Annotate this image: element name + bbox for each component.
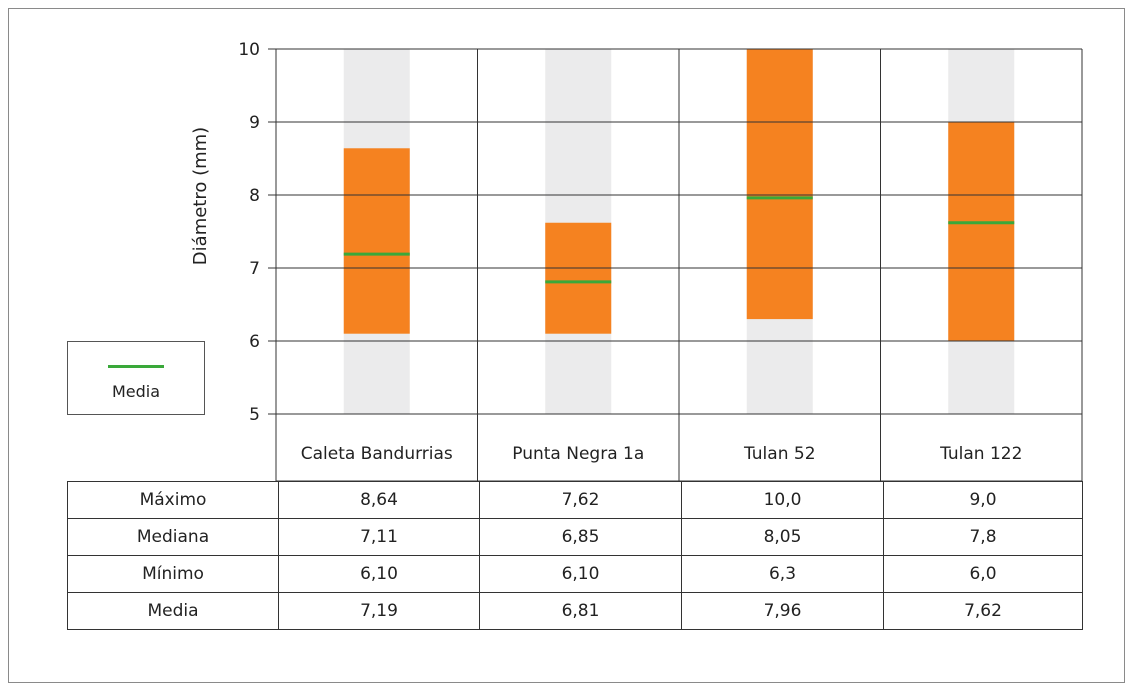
- row-label: Mediana: [67, 518, 279, 556]
- table-cell: 7,96: [681, 592, 884, 630]
- table-cell: 7,8: [883, 518, 1083, 556]
- figure-frame: [8, 8, 1125, 683]
- row-label: Media: [67, 592, 279, 630]
- table-cell: 7,11: [278, 518, 480, 556]
- table-cell: 6,10: [479, 555, 682, 593]
- legend-mean-label: Media: [111, 382, 161, 401]
- legend: Media: [67, 341, 205, 415]
- table-cell: 7,62: [883, 592, 1083, 630]
- range-bar-0: [343, 148, 410, 334]
- range-bar-1: [545, 222, 612, 334]
- category-label-1: Punta Negra 1a: [512, 444, 644, 464]
- table-row: Mediana 7,11 6,85 8,05 7,8: [67, 518, 1083, 556]
- range-bar-2: [746, 49, 813, 320]
- y-tick-label-1: 6: [249, 332, 260, 352]
- category-label-2: Tulan 52: [743, 444, 816, 464]
- y-tick-label-5: 10: [238, 40, 260, 60]
- stats-table: Máximo 8,64 7,62 10,0 9,0 Mediana 7,11 6,85 8,05…: [67, 481, 1083, 630]
- category-label-3: Tulan 122: [939, 444, 1022, 464]
- y-tick-label-2: 7: [249, 259, 260, 279]
- category-label-0: Caleta Bandurrias: [301, 444, 453, 464]
- y-tick-label-4: 9: [249, 113, 260, 133]
- table-cell: 7,19: [278, 592, 480, 630]
- row-label: Máximo: [67, 481, 279, 519]
- y-tick-label-0: 5: [249, 405, 260, 425]
- row-label: Mínimo: [67, 555, 279, 593]
- table-cell: 6,3: [681, 555, 884, 593]
- range-bar-3: [948, 122, 1015, 341]
- y-axis-label: Diámetro (mm): [190, 127, 211, 265]
- table-cell: 6,10: [278, 555, 480, 593]
- table-cell: 6,85: [479, 518, 682, 556]
- table-cell: 7,62: [479, 481, 682, 519]
- table-cell: 6,0: [883, 555, 1083, 593]
- table-row: Máximo 8,64 7,62 10,0 9,0: [67, 481, 1083, 519]
- table-row: Media 7,19 6,81 7,96 7,62: [67, 592, 1083, 630]
- table-row: Mínimo 6,10 6,10 6,3 6,0: [67, 555, 1083, 593]
- table-cell: 9,0: [883, 481, 1083, 519]
- legend-mean-swatch: [108, 365, 164, 368]
- table-cell: 8,05: [681, 518, 884, 556]
- table-cell: 6,81: [479, 592, 682, 630]
- table-cell: 10,0: [681, 481, 884, 519]
- table-cell: 8,64: [278, 481, 480, 519]
- y-tick-label-3: 8: [249, 186, 260, 206]
